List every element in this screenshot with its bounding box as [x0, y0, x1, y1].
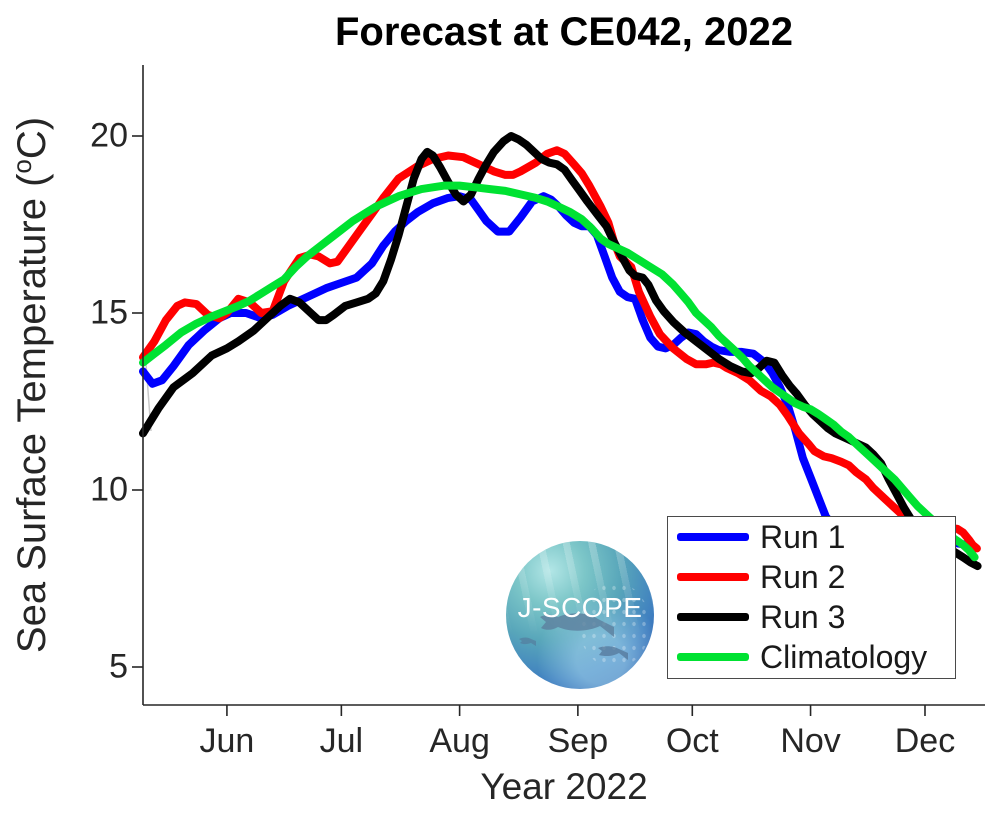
legend-label: Run 3 [760, 598, 846, 635]
x-tick-label-aug: Aug [429, 722, 490, 760]
legend-line-sample [677, 573, 749, 581]
series-line-climatology [139, 181, 979, 562]
y-tick-label-10: 10 [90, 470, 128, 509]
y-tick-label-5: 5 [109, 647, 128, 686]
fish-icon [519, 613, 628, 660]
legend-label: Run 1 [760, 518, 846, 555]
x-tick-label-sep: Sep [547, 722, 609, 760]
legend-item-run-2: Run 2 [668, 557, 955, 597]
legend-item-run-3: Run 3 [668, 597, 955, 637]
x-tick-label-jul: Jul [319, 722, 364, 760]
y-tick-label-15: 15 [90, 293, 128, 332]
y-tick-label-20: 20 [90, 116, 128, 155]
chart-title: Forecast at CE042, 2022 [334, 10, 794, 54]
legend-item-run-1: Run 1 [668, 517, 955, 557]
legend: Run 1 Run 2 Run 3 Climatology [667, 516, 956, 679]
series-line-run-1 [139, 192, 971, 549]
x-axis-label: Year 2022 [480, 766, 648, 807]
jscope-logo-text: J-SCOPE [517, 591, 643, 623]
x-tick-label-jun: Jun [199, 722, 255, 760]
series-line-run-3 [139, 132, 982, 571]
x-tick-label-nov: Nov [780, 722, 841, 760]
legend-label: Run 2 [760, 558, 846, 595]
legend-label: Climatology [760, 638, 928, 675]
legend-line-sample [677, 533, 749, 541]
legend-line-sample [677, 653, 749, 661]
legend-item-climatology: Climatology [668, 637, 955, 677]
jscope-logo: J-SCOPE [506, 541, 654, 689]
x-tick-label-oct: Oct [665, 722, 719, 760]
legend-line-sample [677, 613, 749, 621]
x-tick-label-dec: Dec [894, 722, 956, 760]
